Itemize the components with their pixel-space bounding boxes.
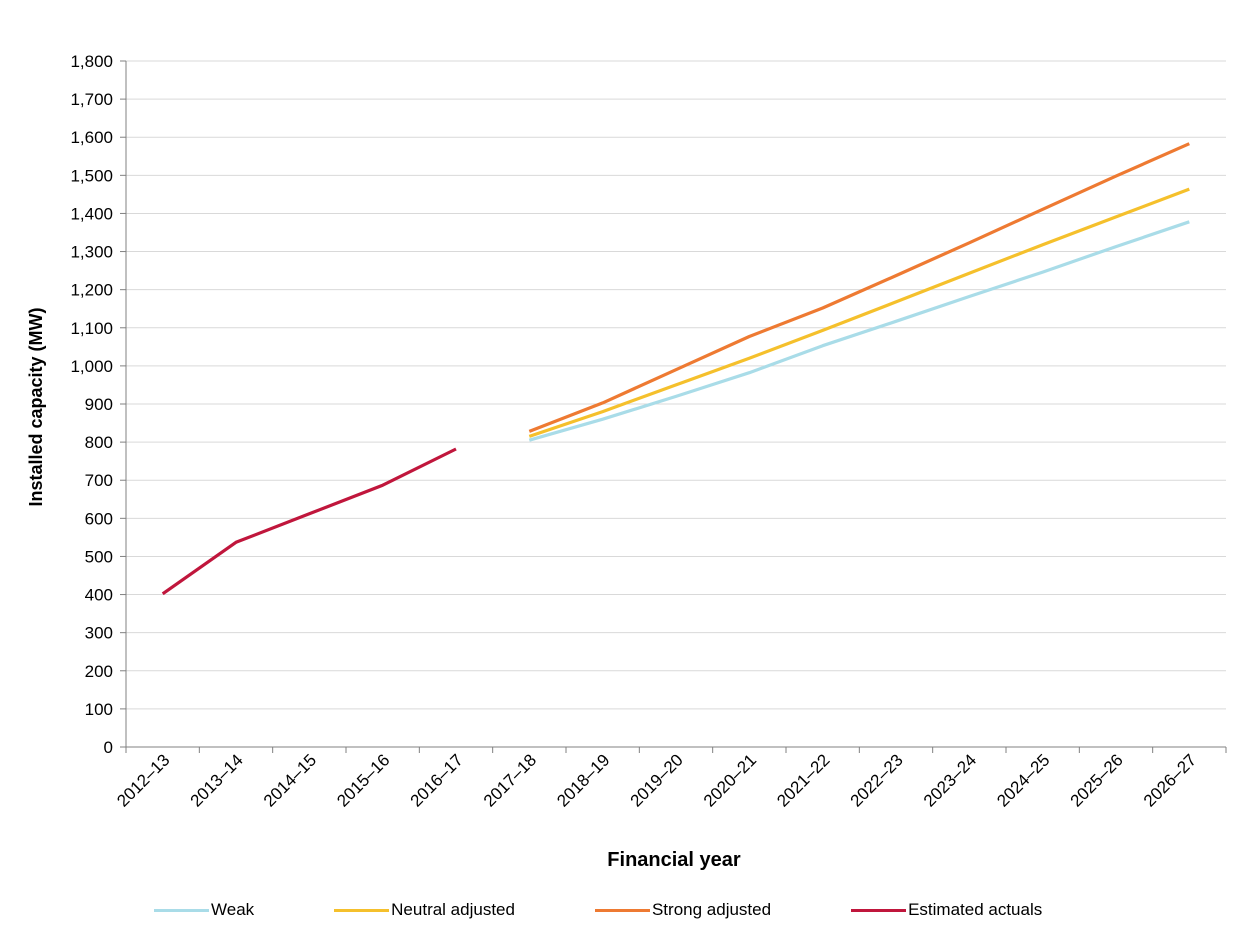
series-line-weak [528, 220, 1190, 442]
y-axis-label: Installed capacity (MW) [26, 307, 46, 506]
y-tick-label: 1,600 [70, 128, 113, 147]
gridlines [126, 60, 1226, 710]
chart-frame: 0 100 200 300 400 500 600 700 800 900 1,000 1,100 1,… [4, 4, 1233, 946]
x-tick-label: 2013–14 [187, 750, 247, 810]
legend-item: Strong adjusted [594, 900, 772, 920]
y-tick-label: 1,200 [70, 281, 113, 300]
x-tick-labels: 2012–13 2013–14 2014–15 2015–16 2016–17 2017–… [113, 750, 1200, 810]
series-lines [161, 142, 1190, 596]
y-tick-label: 200 [85, 662, 113, 681]
x-tick-label: 2018–19 [553, 750, 613, 810]
y-tick-labels: 0 100 200 300 400 500 600 700 800 900 1,000 1,100 1,… [70, 52, 113, 757]
y-tick-label: 1,000 [70, 357, 113, 376]
x-tick-label: 2016–17 [407, 750, 467, 810]
plot-area: 0 100 200 300 400 500 600 700 800 900 1,000 1,100 1,… [4, 4, 1233, 946]
y-tick-label: 800 [85, 433, 113, 452]
legend-label: Weak [211, 900, 255, 919]
x-tick-label: 2026–27 [1140, 750, 1200, 810]
x-tick-label: 2014–15 [260, 750, 320, 810]
y-tick-label: 700 [85, 471, 113, 490]
series-line-strong-adjusted [528, 142, 1190, 433]
y-tick-label: 1,700 [70, 90, 113, 109]
legend: Weak Neutral adjusted Strong adjusted Estim… [154, 900, 1042, 920]
axes [120, 60, 1227, 753]
legend-item: Neutral adjusted [334, 900, 515, 920]
legend-swatch [334, 908, 390, 912]
y-tick-label: 900 [85, 395, 113, 414]
legend-item: Weak [154, 900, 254, 920]
y-tick-label: 400 [85, 586, 113, 605]
y-tick-label: 1,300 [70, 243, 113, 262]
y-tick-label: 300 [85, 624, 113, 643]
legend-label: Estimated actuals [908, 900, 1043, 919]
series-line-neutral-adjusted [528, 187, 1190, 438]
x-tick-label: 2020–21 [700, 750, 760, 810]
x-tick-label: 2015–16 [333, 750, 393, 810]
x-tick-label: 2024–25 [993, 750, 1053, 810]
x-tick-label: 2022–23 [847, 750, 907, 810]
y-tick-label: 1,100 [70, 319, 113, 338]
legend-item: Estimated actuals [851, 900, 1042, 920]
legend-label: Neutral adjusted [391, 900, 515, 919]
x-tick-label: 2021–22 [773, 750, 833, 810]
y-tick-label: 1,500 [70, 166, 113, 185]
x-axis-label: Financial year [607, 849, 741, 871]
legend-swatch [154, 908, 209, 912]
y-tick-label: 1,400 [70, 204, 113, 223]
x-tick-label: 2025–26 [1067, 750, 1127, 810]
line-chart: 0 100 200 300 400 500 600 700 800 900 1,000 1,100 1,… [26, 52, 1227, 871]
legend-swatch [594, 908, 650, 912]
y-tick-label: 0 [104, 738, 113, 757]
series-line-estimated-actuals [161, 447, 457, 596]
x-tick-label: 2017–18 [480, 750, 540, 810]
legend-swatch [851, 908, 907, 912]
y-tick-label: 1,800 [70, 52, 113, 71]
y-tick-label: 500 [85, 547, 113, 566]
x-tick-label: 2023–24 [920, 750, 980, 810]
y-tick-label: 100 [85, 700, 113, 719]
legend-label: Strong adjusted [651, 900, 772, 919]
x-tick-label: 2012–13 [113, 750, 173, 810]
x-tick-label: 2019–20 [627, 750, 687, 810]
y-tick-label: 600 [85, 509, 113, 528]
